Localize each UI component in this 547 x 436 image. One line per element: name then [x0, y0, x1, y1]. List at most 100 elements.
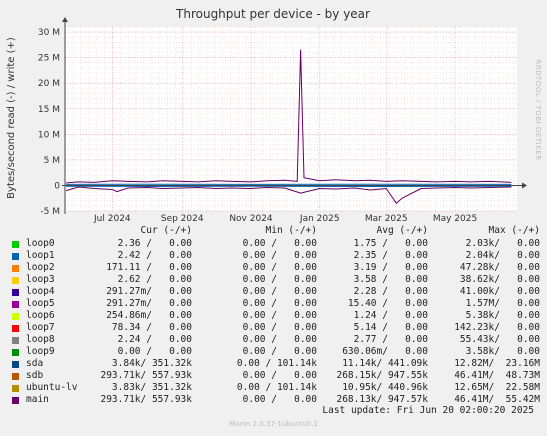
- legend-swatch: [12, 397, 19, 404]
- y-tick-label: 25 M: [38, 54, 60, 64]
- legend-row: sda 3.84k/ 351.32k 0.00 / 101.14k 11.14k/ 4…: [12, 358, 542, 370]
- legend-min-value: 0.00 / 0.00: [242, 250, 317, 261]
- axes: [62, 17, 527, 214]
- legend-avg-value: 268.13k/ 947.57k: [336, 394, 428, 405]
- legend-row: loop9 0.00 / 0.00 0.00 / 0.00 630.06m/ 0.00…: [12, 346, 542, 358]
- y-tick-label: 15 M: [38, 105, 60, 115]
- legend-max-value: 46.41M/ 48.73M: [454, 370, 540, 381]
- legend-swatch: [12, 301, 19, 308]
- x-tick-label: May 2025: [433, 214, 477, 224]
- legend-row: loop6 254.86m/ 0.00 0.00 / 0.00 1.24 / 0.00…: [12, 310, 542, 322]
- legend-cur-value: 291.27m/ 0.00: [106, 298, 192, 309]
- legend-series-name: loop4: [26, 286, 55, 297]
- legend-header-max: Max (-/+): [488, 225, 540, 236]
- legend-series-name: loop8: [26, 334, 55, 345]
- legend-swatch: [12, 337, 19, 344]
- legend-header-cur: Cur (-/+): [140, 225, 192, 236]
- legend-min-value: 0.00 / 0.00: [242, 286, 317, 297]
- legend-max-value: 5.38k/ 0.00: [465, 310, 540, 321]
- x-tick-label: Sep 2024: [161, 214, 204, 224]
- legend-cur-value: 2.42 / 0.00: [117, 250, 192, 261]
- legend-avg-value: 5.14 / 0.00: [353, 322, 428, 333]
- legend-min-value: 0.00 / 0.00: [242, 334, 317, 345]
- legend-max-value: 38.62k/ 0.00: [459, 274, 540, 285]
- legend-avg-value: 3.19 / 0.00: [353, 262, 428, 273]
- legend-swatch: [12, 373, 19, 380]
- legend-min-value: 0.00 / 0.00: [242, 310, 317, 321]
- legend-max-value: 2.04k/ 0.00: [465, 250, 540, 261]
- legend-avg-value: 2.28 / 0.00: [353, 286, 428, 297]
- y-tick-label: 30 M: [38, 28, 60, 38]
- legend-series-name: loop2: [26, 262, 55, 273]
- x-tick-label: Jul 2024: [93, 214, 131, 224]
- legend-cur-value: 2.36 / 0.00: [117, 238, 192, 249]
- legend-row: loop3 2.62 / 0.00 0.00 / 0.00 3.58 / 0.00 38…: [12, 274, 542, 286]
- legend-series-name: loop1: [26, 250, 55, 261]
- legend-min-value: 0.00 / 0.00: [242, 322, 317, 333]
- y-tick-label: 10 M: [38, 130, 60, 140]
- legend-cur-value: 3.83k/ 351.32k: [111, 382, 192, 393]
- legend-row: loop4 291.27m/ 0.00 0.00 / 0.00 2.28 / 0.00…: [12, 286, 542, 298]
- legend-max-value: 12.82M/ 23.16M: [454, 358, 540, 369]
- y-tick-label: -5 M: [40, 207, 60, 217]
- legend-cur-value: 293.71k/ 557.93k: [100, 394, 192, 405]
- chart-title: Throughput per device - by year: [175, 7, 370, 21]
- legend-table: Cur (-/+) Min (-/+) Avg (-/+) Max (-/+) …: [12, 225, 542, 406]
- legend-avg-value: 268.15k/ 947.55k: [336, 370, 428, 381]
- legend-cur-value: 293.71k/ 557.93k: [100, 370, 192, 381]
- legend-row: loop2 171.11 / 0.00 0.00 / 0.00 3.19 / 0.00…: [12, 262, 542, 274]
- legend-row: ubuntu-lv 3.83k/ 351.32k 0.00 / 101.14k 10.…: [12, 382, 542, 394]
- legend-series-name: loop9: [26, 346, 55, 357]
- legend-max-value: 41.00k/ 0.00: [459, 286, 540, 297]
- legend-swatch: [12, 277, 19, 284]
- legend-avg-value: 15.40 / 0.00: [347, 298, 428, 309]
- legend-max-value: 47.28k/ 0.00: [459, 262, 540, 273]
- legend-swatch: [12, 289, 19, 296]
- legend-swatch: [12, 349, 19, 356]
- legend-swatch: [12, 325, 19, 332]
- legend-max-value: 46.41M/ 55.42M: [454, 394, 540, 405]
- legend-series-name: loop5: [26, 298, 55, 309]
- legend-series-name: loop0: [26, 238, 55, 249]
- watermark: RRDTOOL / TOBI OETIKER: [534, 59, 542, 160]
- legend-swatch: [12, 265, 19, 272]
- legend-cur-value: 2.24 / 0.00: [117, 334, 192, 345]
- legend-swatch: [12, 385, 19, 392]
- y-axis-label: Bytes/second read (-) / write (+): [6, 37, 17, 199]
- legend-avg-value: 3.58 / 0.00: [353, 274, 428, 285]
- tick-labels: 30 M 25 M 20 M 15 M 10 M 5 M 0 -5 M Jul 2024 Sep …: [38, 28, 477, 224]
- legend-max-value: 12.65M/ 22.58M: [454, 382, 540, 393]
- legend-swatch: [12, 313, 19, 320]
- legend-min-value: 0.00 / 0.00: [242, 238, 317, 249]
- legend-min-value: 0.00 / 0.00: [242, 394, 317, 405]
- legend-header-avg: Avg (-/+): [376, 225, 428, 236]
- legend-header-min: Min (-/+): [265, 225, 317, 236]
- legend-avg-value: 1.75 / 0.00: [353, 238, 428, 249]
- legend-series-name: loop6: [26, 310, 55, 321]
- x-axis-arrow: [522, 182, 527, 189]
- y-axis-arrow: [62, 17, 68, 22]
- legend-max-value: 55.43k/ 0.00: [459, 334, 540, 345]
- legend-cur-value: 3.84k/ 351.32k: [111, 358, 192, 369]
- legend-rows: loop0 2.36 / 0.00 0.00 / 0.00 1.75 / 0.00 2.…: [12, 238, 542, 406]
- legend-min-value: 0.00 / 0.00: [242, 346, 317, 357]
- legend-series-name: sda: [26, 358, 44, 369]
- legend-avg-value: 2.35 / 0.00: [353, 250, 428, 261]
- legend-row: loop0 2.36 / 0.00 0.00 / 0.00 1.75 / 0.00 2.…: [12, 238, 542, 250]
- legend-row: loop5 291.27m/ 0.00 0.00 / 0.00 15.40 / 0.0…: [12, 298, 542, 310]
- legend-max-value: 2.03k/ 0.00: [465, 238, 540, 249]
- y-tick-label: 5 M: [44, 156, 60, 166]
- legend-min-value: 0.00 / 101.14k: [236, 358, 317, 369]
- y-tick-label: 0: [54, 181, 60, 191]
- legend-row: loop1 2.42 / 0.00 0.00 / 0.00 2.35 / 0.00 2.…: [12, 250, 542, 262]
- legend-swatch: [12, 241, 19, 248]
- series-line-main-read: [65, 186, 512, 204]
- x-tick-label: Jan 2025: [299, 214, 340, 224]
- series-line-main-write: [66, 49, 512, 184]
- legend-cur-value: 78.34 / 0.00: [111, 322, 192, 333]
- legend-series-name: ubuntu-lv: [26, 382, 78, 393]
- legend-swatch: [12, 253, 19, 260]
- legend-min-value: 0.00 / 0.00: [242, 370, 317, 381]
- series-group: [65, 49, 512, 204]
